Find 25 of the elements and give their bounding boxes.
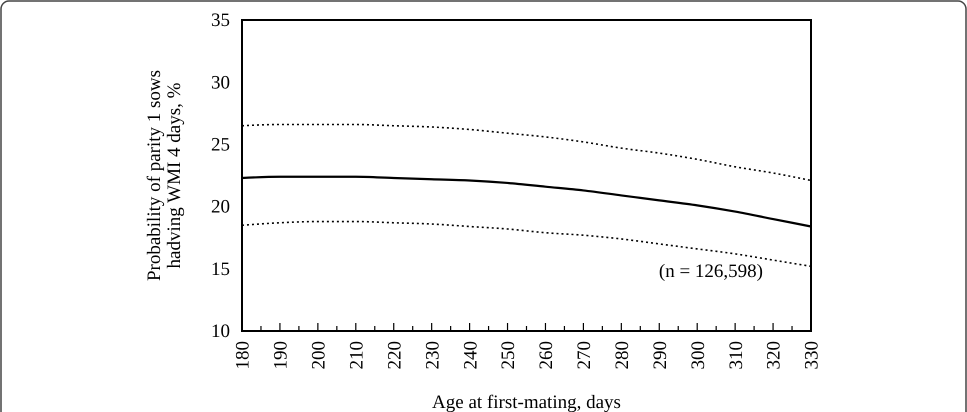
x-tick-label: 310 — [726, 341, 747, 370]
x-axis-title: Age at first-mating, days — [432, 392, 621, 412]
y-axis-title: Probability of parity 1 sows hadving WMI 4 days, % — [144, 70, 185, 282]
annotation: (n = 126,598) — [658, 261, 763, 282]
x-tick-label: 330 — [802, 341, 823, 370]
x-tick-label: 210 — [346, 341, 368, 370]
x-tick-label: 250 — [498, 341, 520, 370]
x-tick-label: 290 — [650, 341, 671, 370]
y-tick-label: 25 — [211, 134, 230, 156]
x-tick-label: 300 — [688, 341, 709, 370]
y-tick-label: 20 — [211, 196, 230, 218]
x-tick-label: 190 — [270, 341, 292, 370]
x-tick-label: 200 — [308, 341, 330, 370]
x-tick-label: 220 — [384, 341, 406, 370]
x-tick-label: 280 — [612, 341, 633, 370]
x-tick-label: 270 — [574, 341, 596, 370]
y-tick-label: 35 — [211, 10, 230, 32]
x-tick-label: 240 — [460, 341, 482, 370]
x-tick-label: 230 — [422, 341, 444, 370]
y-tick-label: 30 — [211, 72, 230, 94]
y-tick-label: 15 — [211, 258, 230, 280]
x-tick-label: 260 — [536, 341, 558, 370]
x-tick-label: 180 — [232, 341, 254, 370]
y-tick-label: 10 — [211, 321, 230, 342]
x-tick-label: 320 — [764, 341, 785, 370]
